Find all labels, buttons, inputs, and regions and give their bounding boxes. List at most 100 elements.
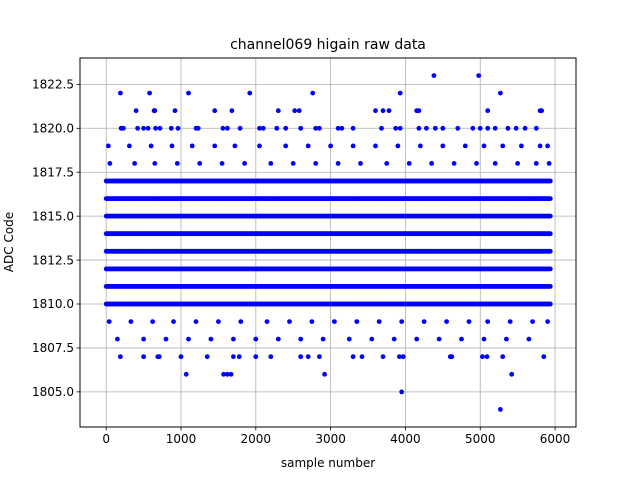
- data-point: [115, 336, 120, 342]
- data-point: [519, 143, 524, 149]
- data-point: [141, 336, 147, 342]
- data-point: [433, 125, 438, 131]
- data-point: [121, 125, 126, 131]
- data-point: [225, 125, 230, 131]
- data-point: [397, 90, 403, 96]
- data-point: [107, 161, 113, 166]
- data-point: [216, 319, 221, 324]
- data-point: [373, 143, 378, 149]
- data-point: [189, 143, 195, 149]
- data-point: [169, 143, 175, 149]
- data-point: [260, 125, 266, 131]
- data-point: [376, 319, 382, 324]
- data-point: [477, 125, 483, 131]
- x-tick-label: 3000: [315, 432, 346, 446]
- data-point: [547, 231, 553, 237]
- data-point: [350, 125, 356, 131]
- data-point: [132, 161, 138, 166]
- data-point: [440, 125, 446, 131]
- data-point: [547, 284, 553, 289]
- data-point: [526, 336, 532, 342]
- data-point: [547, 248, 553, 254]
- data-point: [283, 125, 289, 131]
- data-point: [547, 301, 553, 307]
- data-point: [257, 143, 262, 149]
- data-point: [298, 354, 304, 360]
- data-point: [157, 125, 163, 131]
- data-point: [317, 354, 322, 360]
- data-point: [168, 125, 174, 131]
- data-point: [225, 371, 230, 377]
- data-point: [547, 266, 553, 272]
- data-point: [257, 125, 262, 131]
- data-point: [310, 90, 316, 96]
- data-point: [515, 161, 520, 166]
- data-point: [459, 336, 464, 342]
- data-point: [335, 161, 341, 166]
- x-tick-label: 1000: [166, 432, 197, 446]
- data-point: [150, 319, 156, 324]
- data-point: [485, 125, 491, 131]
- data-point: [320, 336, 326, 342]
- data-point: [268, 161, 274, 166]
- data-point: [118, 90, 123, 96]
- data-point: [305, 354, 311, 360]
- data-point: [212, 108, 218, 114]
- data-point: [436, 336, 442, 342]
- data-point: [481, 336, 487, 342]
- data-point: [393, 125, 399, 131]
- chart-title: channel069 higain raw data: [230, 37, 426, 53]
- x-tick-label: 5000: [465, 432, 496, 446]
- data-point: [500, 143, 506, 149]
- data-point: [145, 125, 151, 131]
- data-point: [264, 319, 270, 324]
- data-point: [547, 213, 553, 219]
- data-point: [335, 125, 341, 131]
- data-point: [153, 125, 159, 131]
- data-point: [268, 354, 274, 360]
- data-point: [298, 336, 304, 342]
- data-point: [391, 336, 397, 342]
- data-point: [386, 108, 392, 114]
- data-point: [133, 108, 139, 114]
- y-tick-label: 1805.0: [32, 385, 74, 399]
- data-point: [498, 407, 503, 412]
- data-point: [148, 143, 154, 149]
- data-point: [229, 108, 235, 114]
- data-point: [152, 161, 158, 166]
- data-point: [287, 319, 292, 324]
- data-point: [400, 354, 406, 360]
- data-point: [305, 143, 311, 149]
- data-point: [397, 125, 403, 131]
- data-point: [466, 319, 472, 324]
- data-point: [328, 143, 333, 149]
- data-point: [485, 108, 491, 114]
- data-point: [118, 354, 123, 360]
- data-point: [444, 319, 449, 324]
- data-point: [237, 125, 243, 131]
- data-point: [141, 354, 147, 360]
- data-point: [354, 319, 360, 324]
- data-point: [313, 125, 319, 131]
- data-point: [418, 143, 423, 149]
- data-point: [474, 161, 479, 166]
- data-point: [513, 125, 519, 131]
- x-tick-label: 4000: [390, 432, 421, 446]
- data-point: [399, 319, 405, 324]
- data-point: [421, 319, 427, 324]
- data-point: [313, 161, 319, 166]
- data-point: [231, 354, 236, 360]
- data-point: [135, 125, 141, 131]
- y-tick-label: 1822.5: [32, 78, 74, 92]
- data-point: [253, 336, 259, 342]
- data-point: [545, 319, 550, 324]
- data-point: [346, 336, 352, 342]
- data-point: [242, 161, 248, 166]
- data-point: [537, 143, 543, 149]
- data-point: [455, 125, 461, 131]
- data-point: [358, 161, 363, 166]
- data-point: [424, 125, 429, 131]
- x-tick-label: 2000: [241, 432, 272, 446]
- data-point: [178, 354, 184, 360]
- data-point: [106, 319, 112, 324]
